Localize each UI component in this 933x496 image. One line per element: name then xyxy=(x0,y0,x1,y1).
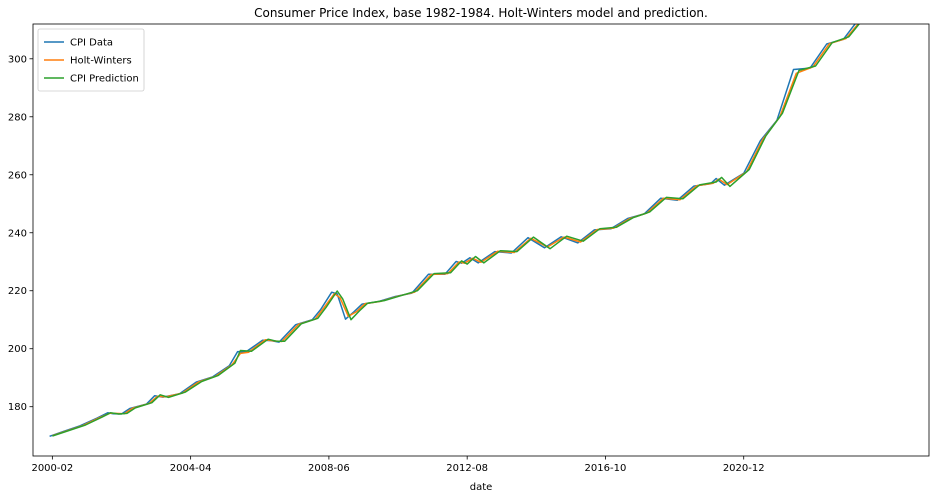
series-layer xyxy=(49,24,861,438)
y-tick-label: 260 xyxy=(8,170,27,181)
x-axis-label: date xyxy=(470,482,493,493)
y-tick-label: 180 xyxy=(8,402,27,413)
series-line-2 xyxy=(52,24,861,437)
legend-label-1: Holt-Winters xyxy=(70,56,132,67)
y-tick-label: 200 xyxy=(8,344,27,355)
y-tick-label: 220 xyxy=(8,286,27,297)
y-tick-label: 280 xyxy=(8,112,27,123)
legend-label-0: CPI Data xyxy=(70,38,113,49)
legend-box xyxy=(37,28,145,92)
x-tick-label: 2008-06 xyxy=(308,463,350,474)
legend: CPI Data Holt-Winters CPI Prediction xyxy=(37,28,145,92)
y-tick-label: 240 xyxy=(8,228,27,239)
axes-layer: 180 200 220 240 260 280 300 2000-02 2004-04 2008-… xyxy=(8,23,930,474)
x-tick-label: 2016-10 xyxy=(585,463,627,474)
x-tick-label: 2020-12 xyxy=(723,463,765,474)
axes-frame xyxy=(32,23,930,457)
y-tick-label: 300 xyxy=(8,54,27,65)
chart-title: Consumer Price Index, base 1982-1984. Ho… xyxy=(254,6,708,20)
plot-area xyxy=(33,24,929,456)
x-tick-label: 2000-02 xyxy=(31,463,73,474)
legend-label-2: CPI Prediction xyxy=(70,74,139,85)
x-tick-label: 2004-04 xyxy=(170,463,212,474)
x-tick-label: 2012-08 xyxy=(446,463,488,474)
